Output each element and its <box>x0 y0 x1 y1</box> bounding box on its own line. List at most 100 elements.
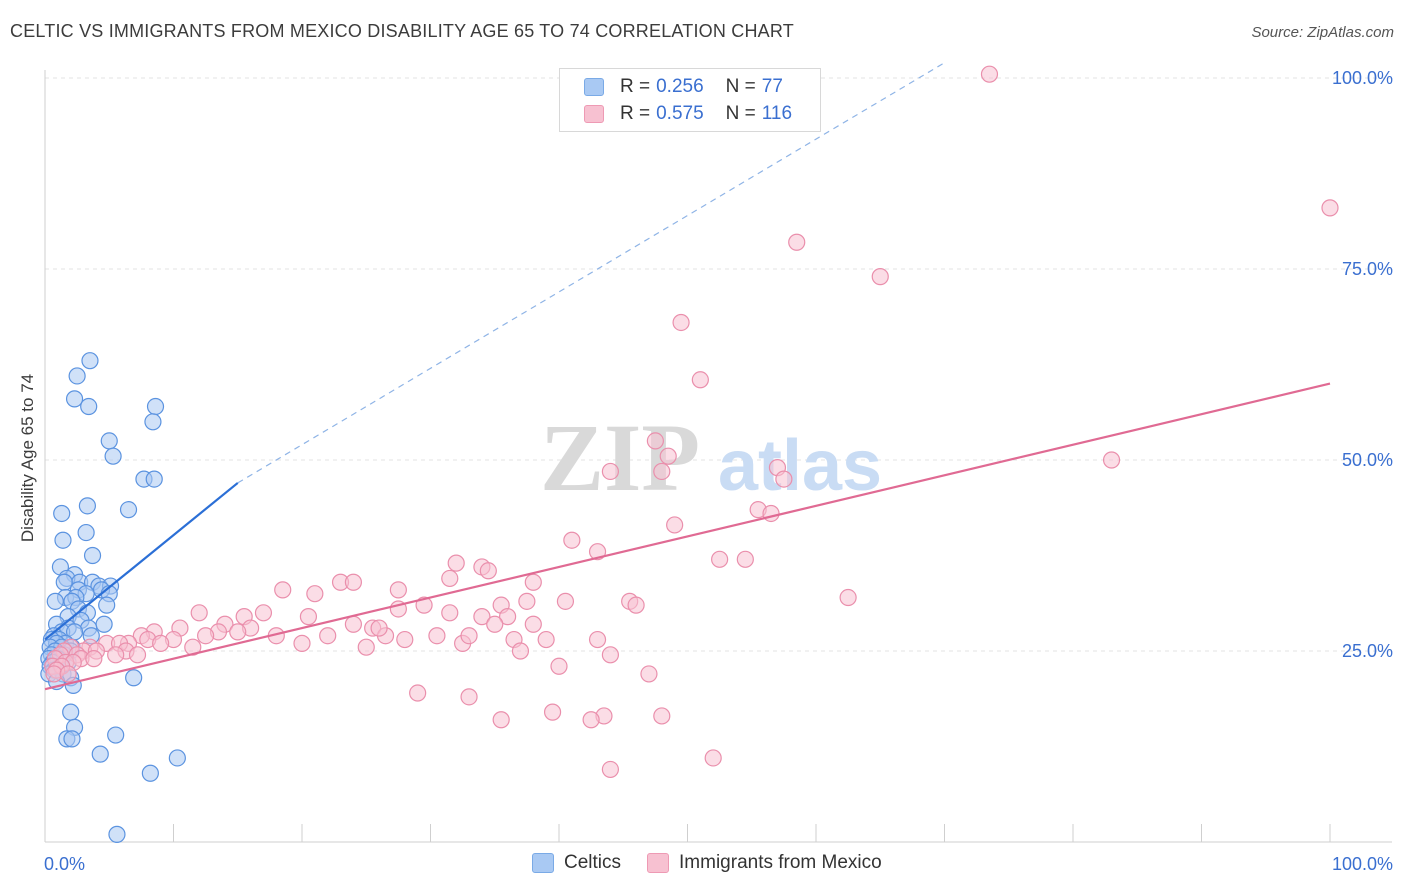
y-tick-label: 75.0% <box>1342 259 1393 279</box>
mexico-point <box>190 604 208 622</box>
mexico-point <box>659 447 677 465</box>
x-tick-label: 0.0% <box>44 854 85 874</box>
celtics-point <box>119 501 138 519</box>
mexico-point <box>550 657 568 675</box>
mexico-point <box>306 585 324 603</box>
mexico-point <box>460 688 478 706</box>
legend-item-mexico[interactable]: Immigrants from Mexico <box>647 852 882 874</box>
mexico-point <box>543 703 562 721</box>
mexico-point <box>601 646 620 664</box>
mexico-point <box>319 627 337 645</box>
mexico-point <box>601 462 620 481</box>
legend-n-label: N = <box>725 103 756 124</box>
mexico-point <box>601 760 620 779</box>
mexico-point <box>762 504 780 523</box>
mexico-point <box>299 608 318 626</box>
chart-title: CELTIC VS IMMIGRANTS FROM MEXICO DISABIL… <box>10 21 794 41</box>
mexico-point <box>492 711 510 729</box>
mexico-point <box>344 573 362 591</box>
mexico-point <box>357 638 375 656</box>
mexico-point <box>1102 451 1121 469</box>
celtics-trend-line <box>44 482 239 641</box>
legend-n-value: 116 <box>761 103 793 124</box>
legend-n-value: 77 <box>761 76 783 97</box>
mexico-point <box>736 550 754 568</box>
celtics-point <box>65 390 84 408</box>
mexico-point <box>389 581 407 599</box>
celtics-point <box>78 497 97 515</box>
mexico-point <box>128 646 147 664</box>
mexico-point <box>274 581 292 599</box>
mexico-point <box>672 313 690 332</box>
legend-row-celtics: R = 0.256 N = 77 <box>584 74 783 100</box>
legend-r-value: 0.575 <box>656 103 704 124</box>
legend-row-mexico: R = 0.575 N = 116 <box>584 101 792 127</box>
celtics-point <box>55 573 73 591</box>
mexico-point <box>704 749 722 767</box>
celtics-point <box>98 596 116 614</box>
correlation-legend: R = 0.256 N = 77 R = 0.575 N = 116 <box>559 68 821 132</box>
mexico-point <box>775 470 793 488</box>
mexico-point <box>486 615 504 633</box>
celtics-point <box>108 825 126 843</box>
legend-r-value: 0.256 <box>656 76 704 97</box>
celtics-point <box>107 726 125 744</box>
grid-lines <box>45 77 1392 652</box>
mexico-point <box>229 623 247 641</box>
celtics-point <box>144 413 162 431</box>
mexico-point <box>441 569 459 588</box>
legend-n-label: N = <box>725 76 756 97</box>
mexico-point <box>85 650 103 668</box>
mexico-point <box>428 627 446 645</box>
mexico-point <box>197 627 215 645</box>
celtics-point <box>80 397 98 416</box>
mexico-point <box>499 608 517 626</box>
celtics-point <box>104 447 122 465</box>
mexico-point <box>473 608 491 626</box>
mexico-point <box>524 615 542 633</box>
celtics-point <box>145 470 163 488</box>
x-tick-labels: 0.0% 100.0% <box>44 854 1393 874</box>
mexico-point <box>447 554 465 572</box>
legend-swatch-mexico <box>647 853 670 873</box>
mexico-point <box>980 65 999 83</box>
mexico-point <box>254 604 273 622</box>
mexico-point <box>588 543 607 561</box>
mexico-trend-line <box>44 382 1331 691</box>
mexico-point <box>556 592 575 610</box>
mexico-point <box>511 642 530 660</box>
legend-swatch-celtics <box>532 853 554 873</box>
mexico-point <box>107 646 125 664</box>
watermark-atlas: atlas <box>718 426 882 506</box>
mexico-point <box>441 604 459 622</box>
mexico-point <box>518 592 536 610</box>
legend-r-label: R = <box>620 76 651 97</box>
celtics-point <box>83 546 102 565</box>
mexico-point <box>344 615 362 633</box>
celtics-point <box>53 504 71 523</box>
celtics-point <box>95 615 113 633</box>
celtics-point <box>168 749 186 767</box>
legend-label-mexico: Immigrants from Mexico <box>679 852 882 873</box>
celtics-point <box>91 745 109 763</box>
mexico-point <box>563 531 581 549</box>
mexico-point <box>711 550 729 568</box>
axes <box>44 70 1392 843</box>
celtics-point <box>100 432 118 450</box>
mexico-point <box>627 596 645 614</box>
mexico-point <box>788 233 806 251</box>
mexico-point <box>59 665 77 683</box>
y-tick-labels: 25.0% 50.0% 75.0% 100.0% <box>1332 68 1393 661</box>
celtics-point <box>77 523 95 542</box>
mexico-point <box>871 268 889 286</box>
mexico-point <box>293 634 311 652</box>
mexico-point <box>370 619 388 637</box>
y-tick-label: 25.0% <box>1342 641 1393 661</box>
mexico-point <box>537 630 555 649</box>
celtics-point <box>68 367 86 385</box>
legend-item-celtics[interactable]: Celtics <box>532 852 621 874</box>
mexico-point <box>640 665 658 683</box>
mexico-point <box>409 684 427 702</box>
mexico-point <box>653 462 671 481</box>
celtics-point <box>146 397 165 416</box>
